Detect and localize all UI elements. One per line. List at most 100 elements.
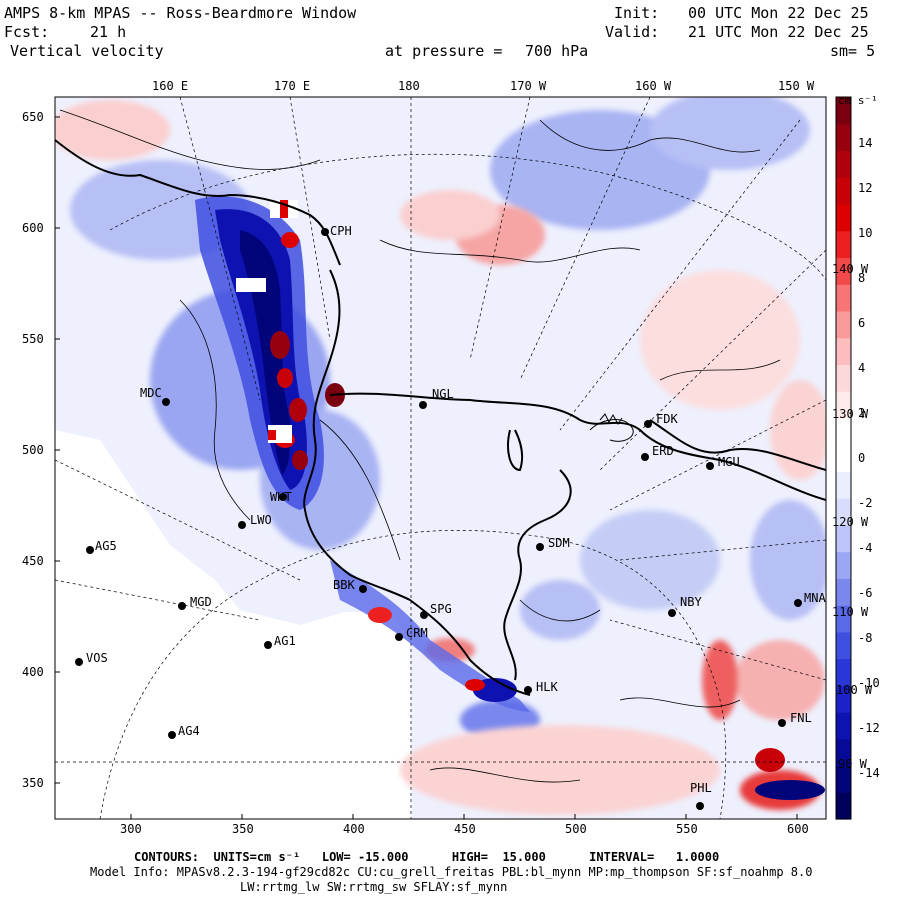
colorbar-swatch <box>836 685 851 713</box>
station-label: MNA <box>804 591 826 605</box>
station-marker <box>321 228 329 236</box>
top-axis-label: 170 W <box>510 79 547 93</box>
station-label: AG1 <box>274 634 296 648</box>
colorbar-tick-label: 12 <box>858 181 873 195</box>
station-label: CRM <box>406 626 428 640</box>
station-label: FDK <box>656 412 678 426</box>
colorbar-tick-label: 6 <box>858 316 866 330</box>
colorbar-swatch <box>836 203 851 232</box>
colorbar-tick-label: -6 <box>858 586 873 600</box>
colorbar-swatch <box>836 150 851 178</box>
station-label: VOS <box>86 651 108 665</box>
station-label: AG4 <box>178 724 200 738</box>
colorbar-tick-label: -2 <box>858 496 873 510</box>
colorbar-swatch <box>836 605 851 633</box>
colorbar-swatch <box>836 712 851 740</box>
colorbar-tick-label: -12 <box>858 721 880 735</box>
station-label: WHT <box>270 490 292 504</box>
colorbar-tick-label: -10 <box>858 676 880 690</box>
station-marker <box>420 611 428 619</box>
station-marker <box>238 521 246 529</box>
colorbar-swatch <box>836 310 851 339</box>
model-info-line2: LW:rrtmg_lw SW:rrtmg_sw SFLAY:sf_mynn <box>240 880 508 894</box>
station-marker <box>279 493 287 501</box>
top-axis-label: 180 <box>398 79 420 93</box>
map-title: AMPS 8-km MPAS -- Ross-Beardmore Window <box>4 4 357 22</box>
station-marker <box>395 633 403 641</box>
valid-value: 21 UTC Mon 22 Dec 25 <box>688 23 869 41</box>
mountain-wave-band <box>195 196 345 511</box>
pressure-value: 700 hPa <box>525 42 589 60</box>
station-label: ERD <box>652 444 674 458</box>
station-label: SPG <box>430 602 452 616</box>
colorbar-swatch <box>836 765 851 793</box>
colorbar-tick-label: 10 <box>858 226 873 240</box>
station-marker <box>644 420 652 428</box>
right-lon-label: 110 W <box>832 605 869 619</box>
graticule <box>55 97 826 819</box>
valid-label: Valid: <box>605 23 660 41</box>
right-lon-label: 130 W <box>832 407 869 421</box>
station-marker <box>696 802 704 810</box>
colorbar-swatch <box>836 391 851 419</box>
colorbar-frame <box>835 96 852 820</box>
colorbar-swatch <box>836 498 851 526</box>
top-axis-label: 170 E <box>274 79 311 93</box>
no-data-region <box>55 430 412 819</box>
colorbar-swatch <box>836 364 851 392</box>
colorbar <box>835 96 852 820</box>
station-label: HLK <box>536 680 558 694</box>
station-label: MGU <box>718 455 740 469</box>
colorbar-swatch <box>836 123 851 152</box>
colorbar-tick-label: 8 <box>858 271 866 285</box>
station-label: SDM <box>548 536 570 550</box>
bottom-axis-label: 450 <box>454 822 476 836</box>
left-axis-label: 550 <box>22 332 44 346</box>
left-axis-label: 500 <box>22 443 44 457</box>
bottom-axis-label: 300 <box>120 822 142 836</box>
model-info: Model Info: MPASv8.2.3-194-gf29cd82c CU:… <box>90 865 813 879</box>
station-marker <box>706 462 714 470</box>
colorbar-swatch <box>836 337 851 366</box>
left-axis-label: 400 <box>22 665 44 679</box>
colorbar-swatch <box>836 551 851 579</box>
coastal-band <box>330 560 825 800</box>
colorbar-tick-label: -4 <box>858 541 873 555</box>
colorbar-tick-label: -8 <box>858 631 873 645</box>
station-marker <box>641 453 649 461</box>
axis-ticks <box>55 116 798 819</box>
station-marker <box>359 585 367 593</box>
colorbar-swatch <box>836 471 851 499</box>
station-label: PHL <box>690 781 712 795</box>
velocity-field <box>55 97 826 819</box>
station-marker <box>264 641 272 649</box>
right-lon-label: 100 W <box>836 683 873 697</box>
init-label: Init: <box>614 4 660 22</box>
bottom-axis-label: 350 <box>232 822 254 836</box>
forecast-value: 21 h <box>90 23 127 41</box>
station-label: CPH <box>330 224 352 238</box>
station-label: NGL <box>432 387 454 401</box>
top-axis-label: 160 E <box>152 79 189 93</box>
station-marker <box>794 599 802 607</box>
colorbar-swatch <box>836 257 851 285</box>
colorbar-swatch <box>836 97 851 125</box>
left-axis-label: 350 <box>22 776 44 790</box>
colorbar-swatch <box>836 578 851 606</box>
forecast-label: Fcst: <box>4 23 50 41</box>
left-axis-label: 650 <box>22 110 44 124</box>
contour-info: CONTOURS: UNITS=cm s⁻¹ LOW= -15.000 HIGH… <box>134 850 720 864</box>
bottom-axis-label: 600 <box>787 822 809 836</box>
station-marker <box>162 398 170 406</box>
station-label: MDC <box>140 386 162 400</box>
top-axis-label: 150 W <box>778 79 815 93</box>
colorbar-swatch <box>836 230 851 259</box>
plot-frame <box>54 96 827 820</box>
station-layer <box>75 228 802 810</box>
contour-lines <box>59 109 781 783</box>
colorbar-swatch <box>836 444 851 472</box>
station-label: NBY <box>680 595 702 609</box>
station-marker <box>524 686 532 694</box>
bottom-axis-label: 500 <box>565 822 587 836</box>
